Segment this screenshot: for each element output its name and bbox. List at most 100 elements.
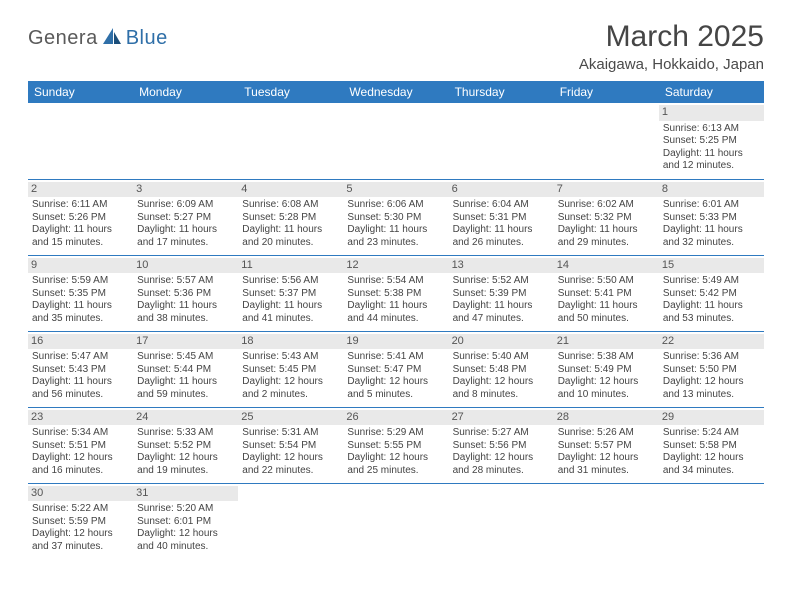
sunset-text: Sunset: 5:31 PM bbox=[453, 212, 550, 225]
sunset-text: Sunset: 5:55 PM bbox=[347, 440, 444, 453]
sunrise-text: Sunrise: 5:24 AM bbox=[663, 427, 760, 440]
sunrise-text: Sunrise: 5:38 AM bbox=[558, 351, 655, 364]
sunrise-text: Sunrise: 5:56 AM bbox=[242, 275, 339, 288]
sunset-text: Sunset: 5:42 PM bbox=[663, 288, 760, 301]
day-number: 5 bbox=[343, 182, 448, 198]
sunset-text: Sunset: 5:25 PM bbox=[663, 135, 760, 148]
sunset-text: Sunset: 5:32 PM bbox=[558, 212, 655, 225]
calendar-cell: 22Sunrise: 5:36 AMSunset: 5:50 PMDayligh… bbox=[659, 331, 764, 407]
daylight-text: Daylight: 11 hours bbox=[137, 224, 234, 237]
daylight-text: Daylight: 11 hours bbox=[32, 300, 129, 313]
day-number: 31 bbox=[133, 486, 238, 502]
calendar-cell: 31Sunrise: 5:20 AMSunset: 6:01 PMDayligh… bbox=[133, 483, 238, 559]
daylight-text: and 22 minutes. bbox=[242, 465, 339, 478]
daylight-text: Daylight: 11 hours bbox=[453, 300, 550, 313]
calendar-cell: . bbox=[554, 103, 659, 179]
daylight-text: and 19 minutes. bbox=[137, 465, 234, 478]
calendar-body: ......1Sunrise: 6:13 AMSunset: 5:25 PMDa… bbox=[28, 103, 764, 559]
brand-word2: Blue bbox=[126, 27, 168, 50]
sunrise-text: Sunrise: 5:49 AM bbox=[663, 275, 760, 288]
sunset-text: Sunset: 6:01 PM bbox=[137, 516, 234, 529]
sunrise-text: Sunrise: 6:13 AM bbox=[663, 123, 760, 136]
sunset-text: Sunset: 5:28 PM bbox=[242, 212, 339, 225]
daylight-text: and 31 minutes. bbox=[558, 465, 655, 478]
sunset-text: Sunset: 5:45 PM bbox=[242, 364, 339, 377]
sunset-text: Sunset: 5:56 PM bbox=[453, 440, 550, 453]
sunrise-text: Sunrise: 5:52 AM bbox=[453, 275, 550, 288]
daylight-text: Daylight: 12 hours bbox=[137, 528, 234, 541]
sunset-text: Sunset: 5:43 PM bbox=[32, 364, 129, 377]
calendar-cell: 16Sunrise: 5:47 AMSunset: 5:43 PMDayligh… bbox=[28, 331, 133, 407]
daylight-text: and 59 minutes. bbox=[137, 389, 234, 402]
dayhead-thu: Thursday bbox=[449, 81, 554, 103]
dayhead-wed: Wednesday bbox=[343, 81, 448, 103]
calendar-cell: . bbox=[238, 483, 343, 559]
sunset-text: Sunset: 5:35 PM bbox=[32, 288, 129, 301]
calendar-row: 23Sunrise: 5:34 AMSunset: 5:51 PMDayligh… bbox=[28, 407, 764, 483]
sunrise-text: Sunrise: 6:06 AM bbox=[347, 199, 444, 212]
calendar-cell: . bbox=[238, 103, 343, 179]
calendar-cell: . bbox=[28, 103, 133, 179]
daylight-text: and 34 minutes. bbox=[663, 465, 760, 478]
sunrise-text: Sunrise: 6:08 AM bbox=[242, 199, 339, 212]
dayhead-fri: Friday bbox=[554, 81, 659, 103]
daylight-text: and 2 minutes. bbox=[242, 389, 339, 402]
sunset-text: Sunset: 5:54 PM bbox=[242, 440, 339, 453]
sunset-text: Sunset: 5:49 PM bbox=[558, 364, 655, 377]
day-number: 14 bbox=[554, 258, 659, 274]
sunset-text: Sunset: 5:50 PM bbox=[663, 364, 760, 377]
daylight-text: Daylight: 12 hours bbox=[558, 376, 655, 389]
daylight-text: and 16 minutes. bbox=[32, 465, 129, 478]
daylight-text: Daylight: 12 hours bbox=[453, 376, 550, 389]
day-number: 7 bbox=[554, 182, 659, 198]
day-number: 8 bbox=[659, 182, 764, 198]
day-number: 20 bbox=[449, 334, 554, 350]
daylight-text: and 40 minutes. bbox=[137, 541, 234, 554]
calendar-cell: 4Sunrise: 6:08 AMSunset: 5:28 PMDaylight… bbox=[238, 179, 343, 255]
calendar-cell: 14Sunrise: 5:50 AMSunset: 5:41 PMDayligh… bbox=[554, 255, 659, 331]
daylight-text: Daylight: 11 hours bbox=[32, 376, 129, 389]
day-number: 18 bbox=[238, 334, 343, 350]
calendar-cell: . bbox=[554, 483, 659, 559]
day-number: 3 bbox=[133, 182, 238, 198]
daylight-text: Daylight: 11 hours bbox=[558, 224, 655, 237]
day-number: 4 bbox=[238, 182, 343, 198]
sunrise-text: Sunrise: 5:59 AM bbox=[32, 275, 129, 288]
day-number: 9 bbox=[28, 258, 133, 274]
daylight-text: Daylight: 12 hours bbox=[242, 452, 339, 465]
daylight-text: and 13 minutes. bbox=[663, 389, 760, 402]
daylight-text: Daylight: 11 hours bbox=[663, 300, 760, 313]
sunset-text: Sunset: 5:37 PM bbox=[242, 288, 339, 301]
day-number: 13 bbox=[449, 258, 554, 274]
daylight-text: and 35 minutes. bbox=[32, 313, 129, 326]
sunrise-text: Sunrise: 5:27 AM bbox=[453, 427, 550, 440]
day-number: 15 bbox=[659, 258, 764, 274]
daylight-text: and 37 minutes. bbox=[32, 541, 129, 554]
calendar-row: 16Sunrise: 5:47 AMSunset: 5:43 PMDayligh… bbox=[28, 331, 764, 407]
day-number: 30 bbox=[28, 486, 133, 502]
sunset-text: Sunset: 5:59 PM bbox=[32, 516, 129, 529]
day-number: 28 bbox=[554, 410, 659, 426]
sunrise-text: Sunrise: 5:20 AM bbox=[137, 503, 234, 516]
brand-word1: Genera bbox=[28, 27, 98, 50]
daylight-text: and 56 minutes. bbox=[32, 389, 129, 402]
day-number: 12 bbox=[343, 258, 448, 274]
dayhead-mon: Monday bbox=[133, 81, 238, 103]
calendar-cell: 10Sunrise: 5:57 AMSunset: 5:36 PMDayligh… bbox=[133, 255, 238, 331]
daylight-text: Daylight: 11 hours bbox=[137, 376, 234, 389]
sunrise-text: Sunrise: 5:50 AM bbox=[558, 275, 655, 288]
day-number: 16 bbox=[28, 334, 133, 350]
daylight-text: and 15 minutes. bbox=[32, 237, 129, 250]
daylight-text: Daylight: 11 hours bbox=[347, 300, 444, 313]
calendar-cell: 17Sunrise: 5:45 AMSunset: 5:44 PMDayligh… bbox=[133, 331, 238, 407]
calendar-cell: 13Sunrise: 5:52 AMSunset: 5:39 PMDayligh… bbox=[449, 255, 554, 331]
calendar-cell: 28Sunrise: 5:26 AMSunset: 5:57 PMDayligh… bbox=[554, 407, 659, 483]
sunrise-text: Sunrise: 6:02 AM bbox=[558, 199, 655, 212]
sunset-text: Sunset: 5:26 PM bbox=[32, 212, 129, 225]
calendar-page: Genera Blue March 2025 Akaigawa, Hokkaid… bbox=[0, 0, 792, 569]
daylight-text: and 47 minutes. bbox=[453, 313, 550, 326]
daylight-text: Daylight: 12 hours bbox=[558, 452, 655, 465]
day-number: 27 bbox=[449, 410, 554, 426]
sunset-text: Sunset: 5:58 PM bbox=[663, 440, 760, 453]
day-number: 17 bbox=[133, 334, 238, 350]
